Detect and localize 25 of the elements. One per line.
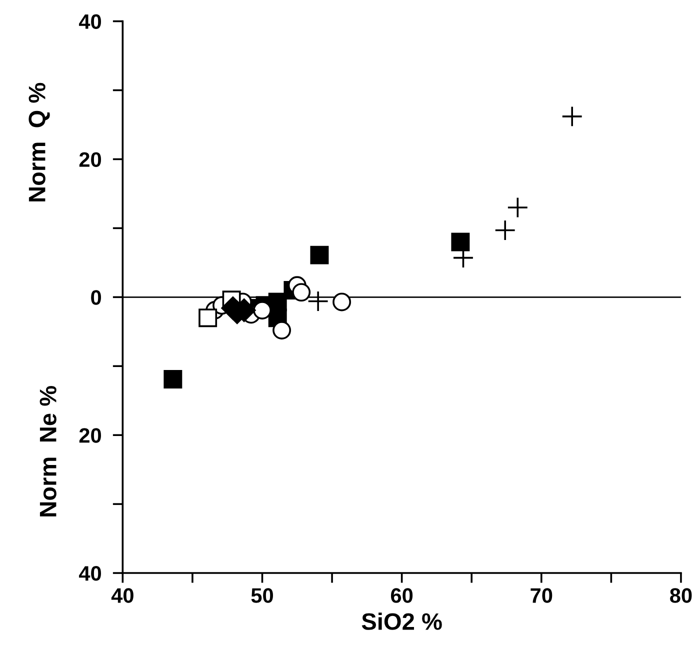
x-tick-label: 80: [670, 588, 692, 603]
point: [198, 308, 218, 328]
x-tick-label: 50: [251, 588, 273, 603]
text: Norm Ne %: [40, 386, 56, 516]
point: [272, 321, 292, 340]
point: [253, 301, 272, 320]
point: [451, 232, 470, 252]
x-axis-title: SiO2 %: [362, 612, 442, 630]
point: [507, 196, 528, 218]
y-tick-label: 20: [79, 428, 101, 443]
point: [164, 370, 182, 388]
y-tick-label: 40: [78, 14, 101, 29]
y-axis-title: Norm Q %: [28, 82, 50, 202]
x-tick-label: 40: [111, 588, 134, 603]
y-tick-label: 0: [91, 290, 101, 305]
point: [332, 292, 352, 312]
y-tick-label: 20: [79, 152, 101, 167]
point: [292, 283, 311, 302]
x-tick-label: 60: [390, 588, 413, 603]
point: [494, 220, 516, 241]
point: [310, 246, 329, 264]
point: [561, 106, 583, 128]
y-tick-label: 40: [78, 566, 101, 581]
x-tick-label: 70: [530, 588, 552, 603]
point: [307, 290, 329, 312]
